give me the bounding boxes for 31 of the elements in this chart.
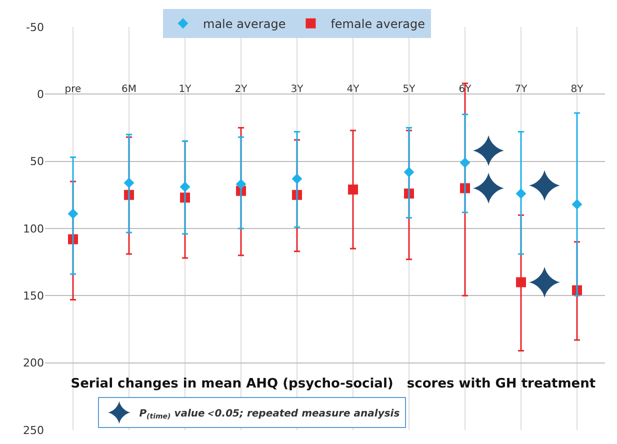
- point: [516, 188, 526, 199]
- point: [572, 199, 582, 210]
- y-tick-label: -50: [26, 20, 44, 34]
- point: [68, 208, 78, 219]
- legend-label: male average: [203, 17, 286, 32]
- x-tick-label: pre: [64, 84, 82, 96]
- x-tick-label: 5Y: [402, 84, 416, 96]
- y-tick-label: 200: [23, 356, 44, 370]
- y-tick-label: 250: [23, 424, 44, 437]
- y-tick-label: 50: [30, 155, 44, 168]
- point: [180, 182, 190, 192]
- y-tick-label: 150: [23, 290, 44, 303]
- point: [236, 178, 246, 190]
- point: [404, 166, 414, 178]
- x-tick-label: 3Y: [290, 84, 304, 96]
- x-tick-label: 6M: [122, 84, 136, 96]
- x-tick-label: 1Y: [178, 84, 192, 96]
- y-tick-label: 100: [23, 222, 44, 236]
- point: [124, 178, 134, 188]
- x-tick-label: 8Y: [570, 84, 584, 96]
- text: Serial changes in mean AHQ (psycho-social) scores with GH treatment: [70, 376, 596, 392]
- x-tick-label: 7Y: [514, 84, 528, 96]
- legend-label: female average: [330, 17, 426, 32]
- point: [460, 157, 470, 168]
- point: [292, 174, 302, 184]
- x-tick-label: 2Y: [234, 84, 248, 96]
- point: [516, 277, 526, 288]
- legend-label: P$_{(time)}$ value＜0.05; repeated measure analysis: [139, 408, 400, 420]
- point: [348, 184, 358, 195]
- x-tick-label: 4Y: [346, 84, 360, 96]
- y-tick-label: 0: [37, 88, 44, 102]
